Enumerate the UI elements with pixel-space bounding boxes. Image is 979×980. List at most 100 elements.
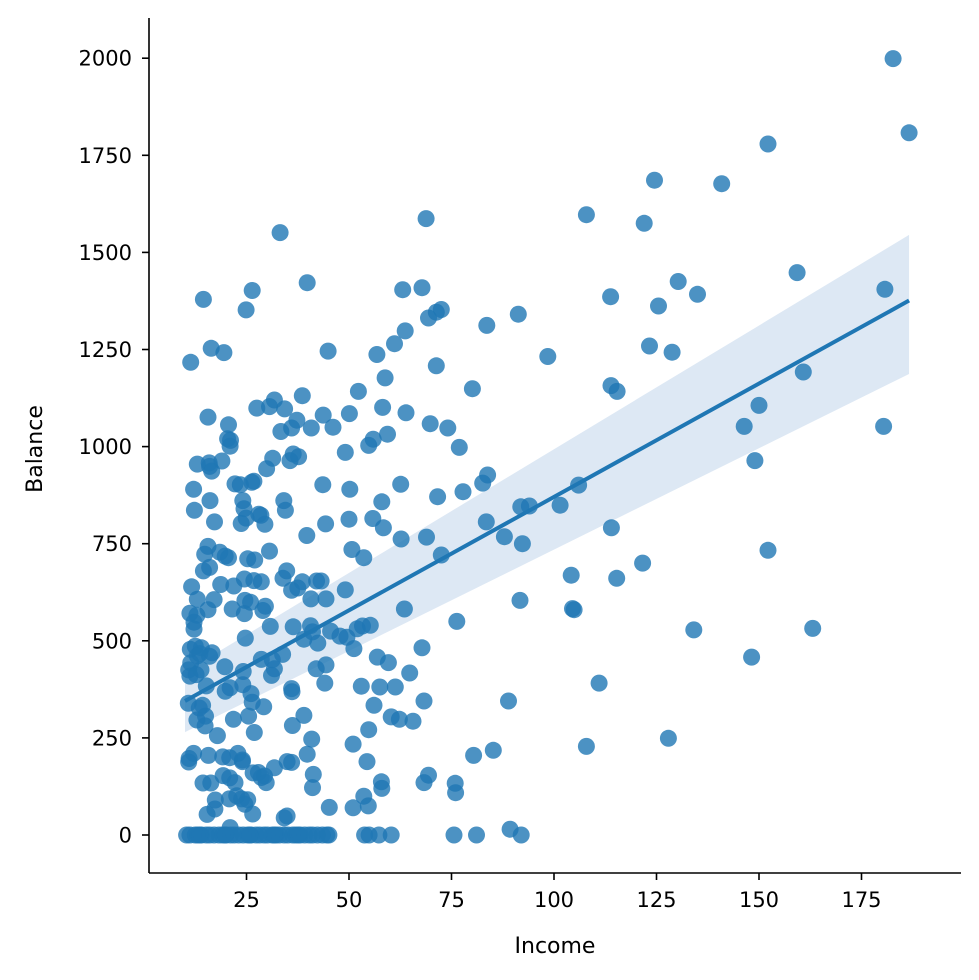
data-point [794,363,812,381]
data-point [418,528,435,546]
data-point [352,677,370,695]
data-point [577,206,595,224]
data-point [743,648,761,666]
data-point [304,779,321,797]
data-point [246,551,264,569]
data-point [340,405,358,423]
data-point [341,480,359,498]
y-tick-label: 750 [92,532,132,556]
data-point [429,488,447,506]
data-point [293,387,311,405]
data-point [265,826,283,844]
data-point [272,423,290,440]
data-point [373,493,391,511]
confidence-band [185,234,910,733]
data-point [245,724,263,741]
data-point [669,273,687,290]
data-point [226,774,244,792]
data-point [641,337,658,355]
x-tick-label: 100 [534,888,574,912]
data-point [373,779,391,797]
data-point [185,480,203,498]
data-point [212,576,230,593]
data-point [263,666,280,684]
data-point [274,569,292,587]
data-point [420,309,437,327]
data-point [421,415,439,433]
data-point [202,774,220,792]
data-point [376,369,394,387]
data-point [276,501,294,519]
data-point [198,805,216,823]
x-tick-label: 50 [336,888,363,912]
data-point [194,290,212,308]
data-point [689,285,706,303]
data-point [646,171,663,189]
y-tick-label: 500 [92,629,132,653]
data-point [368,648,386,666]
data-point [365,696,383,714]
data-point [370,826,388,844]
data-point [392,475,410,493]
data-point [608,569,626,587]
data-point [237,301,255,319]
data-point [374,519,392,537]
data-point [307,660,325,678]
data-point [298,745,316,763]
data-point [344,799,362,817]
y-tick-label: 1250 [79,338,132,362]
data-point [312,572,330,590]
data-point [371,678,389,696]
data-point [283,753,301,771]
data-point [302,419,320,437]
data-point [358,753,376,771]
data-point [355,549,373,567]
data-point [319,342,337,360]
data-point [201,647,219,665]
regression-line [184,298,911,703]
data-point [215,344,233,362]
data-point [360,436,378,454]
data-point [477,513,495,531]
axes-layer [148,18,961,874]
data-point [343,541,361,558]
data-point [331,627,349,645]
data-point [602,519,620,537]
data-point [379,425,396,443]
data-point [187,666,205,684]
data-point [551,496,569,514]
data-point [465,746,483,764]
data-point [663,343,681,361]
data-point [750,396,768,414]
data-point [284,618,302,636]
data-point [562,566,580,584]
data-point [900,124,918,142]
data-point [224,710,242,728]
data-point [509,305,527,323]
data-point [479,466,497,484]
data-point [713,175,731,193]
x-tick-label: 150 [739,888,779,912]
data-point [220,416,237,434]
data-point [397,404,415,422]
data-point [884,50,902,68]
data-point [191,826,209,844]
data-point [577,737,595,755]
data-point [539,348,557,365]
data-point [185,501,203,519]
data-point [345,640,363,658]
data-point [374,398,392,416]
data-point [344,735,362,753]
data-point [225,577,243,595]
y-tick-label: 1500 [79,241,132,265]
data-point [264,449,282,467]
data-point [304,765,322,783]
data-point [417,210,435,228]
data-point [257,774,275,792]
x-tick-label: 125 [636,888,676,912]
data-point [450,438,468,456]
data-point [240,707,258,725]
data-point [243,693,261,711]
data-point [359,797,377,815]
